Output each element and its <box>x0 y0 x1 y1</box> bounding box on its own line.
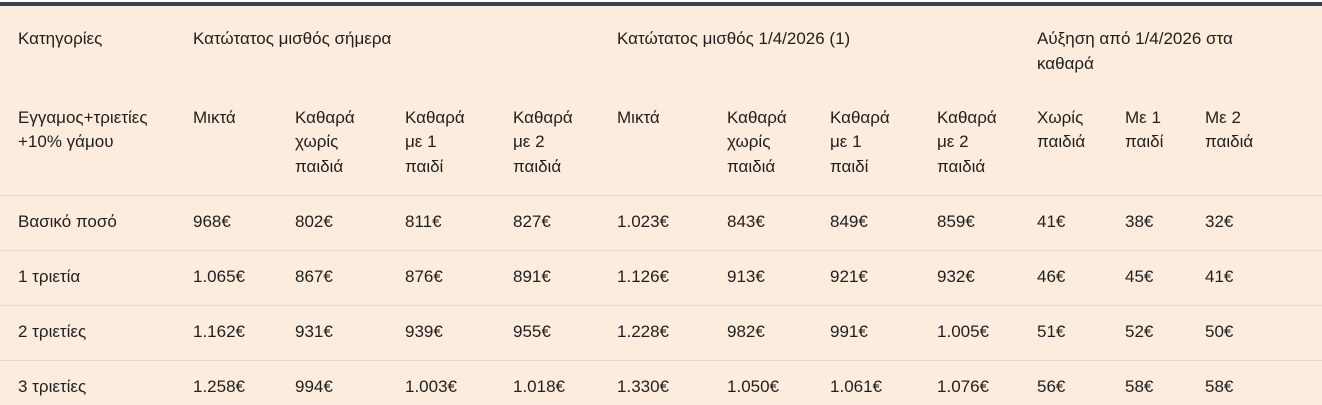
value-cell: 1.228€ <box>617 305 728 361</box>
row-label: 1 τριετία <box>0 250 193 306</box>
table-row-1-triennium: 1 τριετία 1.065€ 867€ 876€ 891€ 1.126€ 9… <box>0 250 1322 306</box>
value-cell: 46€ <box>1037 250 1126 306</box>
value-cell: 1.003€ <box>405 377 457 397</box>
row-label: 3 τριετίες <box>18 377 87 397</box>
group-header-categories: Κατηγορίες <box>0 6 193 89</box>
value-cell: 811€ <box>405 195 513 251</box>
value-cell: 1.061€ <box>830 377 883 397</box>
sub-header-increase-no-children: Χωρίς παιδιά <box>1037 88 1126 196</box>
row-label: Βασικό ποσό <box>0 195 193 251</box>
wage-table-container: Κατηγορίες Κατώτατος μισθός σήμερα Κατώτ… <box>0 6 1322 405</box>
value-cell: 876€ <box>405 250 513 306</box>
value-cell: 32€ <box>1205 195 1322 251</box>
table-row-basic-amount: Βασικό ποσό 968€ 802€ 811€ 827€ 1.023€ 8… <box>0 195 1322 251</box>
value-cell: 843€ <box>727 195 831 251</box>
sub-header-net-no-children-today: Καθαρά χωρίς παιδιά <box>295 88 405 196</box>
value-cell: 921€ <box>830 250 938 306</box>
value-cell: 932€ <box>937 250 1038 306</box>
group-header-row: Κατηγορίες Κατώτατος μισθός σήμερα Κατώτ… <box>0 6 1322 89</box>
sub-header-category: Εγγαμος+τριετίες +10% γάμου <box>0 88 193 196</box>
value-cell: 38€ <box>1125 195 1206 251</box>
value-cell: 1.126€ <box>617 250 728 306</box>
value-cell: 968€ <box>193 195 295 251</box>
value-cell: 867€ <box>295 250 405 306</box>
sub-header-net-2-children-today: Καθαρά με 2 παιδιά <box>513 88 618 196</box>
value-cell: 50€ <box>1205 305 1322 361</box>
value-cell: 58€ <box>1205 377 1234 397</box>
min-wage-table: Κατηγορίες Κατώτατος μισθός σήμερα Κατώτ… <box>0 6 1322 405</box>
value-cell: 51€ <box>1037 305 1126 361</box>
value-cell: 56€ <box>1037 377 1066 397</box>
value-cell: 45€ <box>1125 250 1206 306</box>
value-cell: 955€ <box>513 305 618 361</box>
value-cell: 859€ <box>937 195 1038 251</box>
value-cell: 802€ <box>295 195 405 251</box>
sub-header-net-2-children-2026: Καθαρά με 2 παιδιά <box>937 88 1038 196</box>
group-header-wage-2026: Κατώτατος μισθός 1/4/2026 (1) <box>617 6 1038 89</box>
value-cell: 982€ <box>727 305 831 361</box>
sub-header-net-no-children-2026: Καθαρά χωρίς παιδιά <box>727 88 831 196</box>
value-cell: 41€ <box>1037 195 1126 251</box>
value-cell: 1.050€ <box>727 377 780 397</box>
sub-header-increase-2-children: Με 2 παιδιά <box>1205 88 1322 196</box>
value-cell: 1.258€ <box>193 377 245 397</box>
sub-header-gross-today: Μικτά <box>193 88 295 196</box>
row-label: 2 τριετίες <box>0 305 193 361</box>
value-cell: 913€ <box>727 250 831 306</box>
sub-header-net-1-child-today: Καθαρά με 1 παιδί <box>405 88 513 196</box>
value-cell: 931€ <box>295 305 405 361</box>
group-header-increase-label: Αύξηση από 1/4/2026 στα καθαρά <box>1037 29 1233 73</box>
value-cell: 1.018€ <box>513 377 565 397</box>
top-accent-rule <box>0 2 1322 6</box>
value-cell: 849€ <box>830 195 938 251</box>
value-cell: 1.076€ <box>937 377 990 397</box>
value-cell: 994€ <box>295 377 333 397</box>
value-cell: 1.023€ <box>617 195 728 251</box>
value-cell: 1.330€ <box>617 377 670 397</box>
table-row-2-trienniums: 2 τριετίες 1.162€ 931€ 939€ 955€ 1.228€ … <box>0 305 1322 361</box>
value-cell: 1.162€ <box>193 305 295 361</box>
value-cell: 41€ <box>1205 250 1322 306</box>
table-row-3-trienniums: 3 τριετίες 1.258€ 994€ 1.003€ 1.018€ 1.3… <box>0 360 1322 405</box>
sub-header-net-1-child-2026: Καθαρά με 1 παιδί <box>830 88 938 196</box>
value-cell: 939€ <box>405 305 513 361</box>
value-cell: 891€ <box>513 250 618 306</box>
sub-header-increase-1-child: Με 1 παιδί <box>1125 88 1206 196</box>
value-cell: 1.005€ <box>937 305 1038 361</box>
sub-header-row: Εγγαμος+τριετίες +10% γάμου Μικτά Καθαρά… <box>0 88 1322 196</box>
value-cell: 827€ <box>513 195 618 251</box>
group-header-increase: Αύξηση από 1/4/2026 στα καθαρά <box>1037 6 1322 89</box>
group-header-current-wage: Κατώτατος μισθός σήμερα <box>193 6 618 89</box>
sub-header-gross-2026: Μικτά <box>617 88 728 196</box>
value-cell: 1.065€ <box>193 250 295 306</box>
value-cell: 52€ <box>1125 305 1206 361</box>
value-cell: 58€ <box>1125 377 1154 397</box>
value-cell: 991€ <box>830 305 938 361</box>
